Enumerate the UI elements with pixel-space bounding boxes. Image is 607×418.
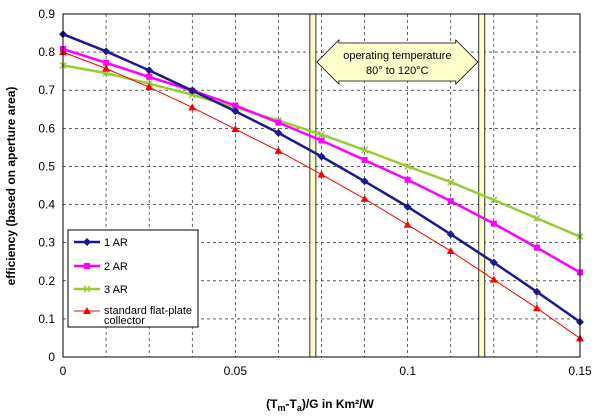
y-tick-label: 0.5 — [38, 159, 55, 173]
legend-item-1ar: 1 AR — [74, 237, 128, 249]
data-point — [360, 194, 369, 202]
series-line-3-ar — [62, 64, 581, 238]
plot-frame — [62, 13, 581, 358]
y-tick-label: 0.6 — [38, 121, 55, 135]
data-point — [317, 170, 326, 178]
data-point — [403, 202, 412, 211]
data-point — [489, 258, 498, 267]
double-arrow-shape — [316, 39, 479, 85]
data-point — [103, 59, 110, 66]
operating-band-right-bar — [478, 13, 486, 358]
data-point — [145, 83, 154, 91]
x-tick-label: 0 — [60, 364, 67, 378]
data-point — [317, 130, 326, 138]
data-point — [317, 152, 326, 161]
legend-label-flat-plate-1: standard flat-plate — [104, 305, 192, 317]
operating-band-left-bar — [309, 13, 317, 358]
data-point — [102, 47, 111, 56]
x-axis-title-mid: -T — [286, 397, 298, 411]
data-point — [360, 177, 369, 186]
y-tick-label: 0.1 — [38, 312, 55, 326]
series-standard-flat-plate-collector — [59, 48, 584, 342]
legend-label-2ar: 2 AR — [104, 261, 128, 273]
data-point — [102, 64, 111, 72]
data-point — [231, 107, 240, 116]
x-axis-title-sub-m: m — [277, 403, 285, 413]
legend-marker-3ar — [83, 285, 91, 293]
data-point — [447, 178, 455, 186]
data-point — [318, 137, 325, 144]
data-point — [361, 156, 368, 163]
tick-labels: 0 0.1 0.2 0.3 0.4 0.5 0.6 0.7 0.8 0.9 0 0.05 0.1 0.15 — [38, 7, 592, 378]
legend-label-3ar: 3 AR — [104, 284, 128, 296]
data-point — [446, 247, 455, 255]
legend-label-flat-plate-2: collector — [104, 315, 145, 327]
legend-label-1ar: 1 AR — [104, 237, 128, 249]
x-axis-title-prefix: (T — [266, 397, 278, 411]
y-tick-label: 0.9 — [38, 7, 55, 21]
x-axis-title-sub-a: a — [297, 403, 303, 413]
y-tick-label: 0 — [48, 350, 55, 364]
legend-marker-2ar — [84, 263, 90, 269]
legend: 1 AR 2 AR 3 AR standard flat-plate colle… — [67, 229, 199, 328]
data-point — [490, 220, 497, 227]
legend-item-flat-plate: standard flat-plate collector — [74, 305, 192, 327]
data-point — [275, 119, 282, 126]
data-point — [231, 125, 240, 133]
data-point — [447, 198, 454, 205]
data-point — [533, 214, 541, 222]
data-point — [404, 162, 412, 170]
data-point — [446, 230, 455, 239]
x-axis-title: (Tm-Ta)/G in Km²/W — [266, 397, 374, 413]
series-1-ar — [59, 30, 584, 326]
data-point — [490, 196, 498, 204]
data-point — [532, 304, 541, 312]
data-point — [188, 103, 197, 111]
y-tick-label: 0.7 — [38, 83, 55, 97]
data-point — [404, 176, 411, 183]
y-tick-label: 0.3 — [38, 236, 55, 250]
annotation-line-1: operating temperature — [343, 50, 451, 62]
data-point — [232, 102, 239, 109]
x-axis-title-suffix: )/G in Km²/W — [302, 397, 375, 411]
legend-item-2ar: 2 AR — [74, 261, 128, 273]
data-point — [361, 146, 369, 154]
data-point — [533, 244, 540, 251]
y-tick-label: 0.4 — [38, 198, 55, 212]
x-tick-label: 0.1 — [399, 364, 416, 378]
data-point — [403, 220, 412, 228]
data-point — [274, 146, 283, 154]
x-tick-label: 0.05 — [224, 364, 248, 378]
operating-temperature-arrow: operating temperature 80° to 120°C — [316, 39, 479, 85]
data-point — [532, 287, 541, 296]
x-tick-label: 0.15 — [568, 364, 592, 378]
data-point — [146, 73, 153, 80]
annotation-line-2: 80° to 120°C — [366, 65, 429, 77]
legend-item-3ar: 3 AR — [74, 284, 128, 296]
y-tick-label: 0.8 — [38, 45, 55, 59]
data-point — [145, 66, 154, 75]
legend-marker-flat-plate — [83, 307, 91, 314]
legend-marker-1ar — [83, 238, 91, 246]
y-axis-title: efficiency (based on aperture area) — [4, 87, 18, 286]
y-tick-label: 0.2 — [38, 274, 55, 288]
data-point — [188, 86, 197, 95]
data-point — [274, 128, 283, 137]
data-point — [489, 275, 498, 283]
